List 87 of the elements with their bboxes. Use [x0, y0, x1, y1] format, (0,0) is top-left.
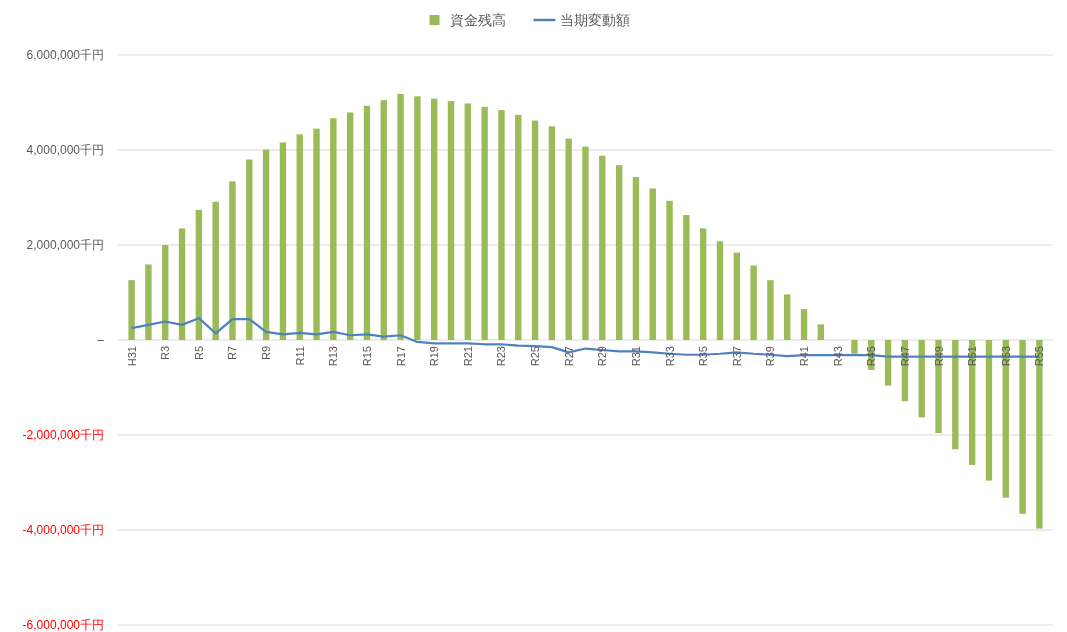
bar: [195, 209, 203, 340]
bar: [447, 101, 455, 340]
bar: [1019, 340, 1026, 514]
bar: [985, 340, 993, 481]
bar: [784, 294, 791, 340]
x-tick-label: R29: [596, 346, 609, 367]
bar: [481, 106, 488, 340]
bar: [128, 280, 135, 340]
bar: [464, 103, 472, 340]
x-tick-label: R17: [394, 346, 407, 367]
bar: [767, 280, 774, 340]
x-tick-label: R39: [764, 346, 777, 367]
y-tick-label: 2,000,000千円: [26, 238, 104, 253]
bar: [212, 201, 219, 340]
bar: [716, 241, 724, 340]
legend-label: 資金残高: [449, 11, 506, 28]
y-tick-label: 4,000,000千円: [26, 143, 104, 158]
x-tick-label: R3: [159, 346, 172, 361]
x-tick-label: R13: [327, 346, 340, 367]
bar: [313, 128, 320, 340]
x-tick-label: R27: [562, 346, 575, 367]
y-tick-label: -2,000,000千円: [22, 428, 104, 443]
bar: [229, 181, 236, 340]
bar: [582, 146, 589, 340]
legend-label: 当期変動額: [559, 11, 630, 28]
bar: [733, 252, 740, 340]
bar: [683, 215, 690, 340]
bar: [515, 114, 522, 340]
bar: [952, 340, 959, 450]
bar: [330, 118, 337, 340]
x-tick-label: H31: [125, 346, 138, 367]
x-tick-label: R41: [798, 346, 811, 367]
bar: [851, 340, 858, 354]
bar: [599, 155, 606, 340]
x-tick-label: R53: [999, 346, 1012, 367]
bar: [262, 149, 270, 340]
x-tick-label: R23: [495, 346, 508, 367]
x-tick-label: R21: [461, 346, 474, 367]
x-tick-label: R19: [428, 346, 441, 367]
bar: [363, 105, 371, 340]
bar: [699, 228, 707, 340]
bar: [632, 177, 640, 340]
bar: [548, 126, 556, 340]
bar: [666, 200, 673, 340]
x-tick-label: R45: [865, 346, 878, 367]
x-tick-label: R35: [697, 346, 710, 367]
bar: [414, 96, 421, 340]
x-tick-label: R33: [663, 346, 676, 367]
bar: [1036, 340, 1043, 529]
bar: [498, 110, 505, 340]
x-tick-label: R11: [293, 346, 306, 366]
x-tick-label: R25: [529, 346, 542, 367]
bar: [935, 340, 942, 434]
bar: [649, 188, 656, 340]
bar: [565, 138, 572, 340]
x-tick-label: R15: [360, 346, 373, 367]
bar: [380, 100, 387, 340]
x-tick-label: R43: [831, 346, 844, 367]
bar: [178, 228, 186, 340]
x-tick-label: R55: [1033, 346, 1046, 367]
bar: [918, 340, 925, 418]
bar: [145, 264, 152, 340]
bar: [615, 165, 623, 340]
x-tick-label: R5: [192, 346, 205, 361]
bar: [431, 98, 438, 340]
y-tick-label: 6,000,000千円: [26, 48, 104, 63]
x-tick-label: R49: [932, 346, 945, 367]
bar: [800, 309, 808, 340]
bar: [531, 120, 539, 340]
bar: [817, 324, 825, 340]
bar: [346, 112, 354, 340]
x-tick-label: R9: [260, 346, 273, 361]
x-tick-label: R47: [898, 346, 911, 367]
bar: [750, 265, 757, 340]
x-tick-label: R37: [730, 346, 743, 367]
x-tick-label: R51: [966, 346, 979, 367]
bar: [296, 134, 303, 340]
bar: [884, 340, 892, 386]
y-tick-label: -6,000,000千円: [22, 618, 104, 632]
bar: [279, 142, 287, 340]
x-tick-label: R31: [629, 346, 642, 367]
x-tick-label: R7: [226, 346, 239, 361]
y-tick-label: -4,000,000千円: [22, 523, 104, 538]
bar: [397, 93, 404, 340]
y-tick-label: –: [97, 333, 105, 348]
bar: [162, 245, 169, 340]
bar: [246, 159, 253, 340]
